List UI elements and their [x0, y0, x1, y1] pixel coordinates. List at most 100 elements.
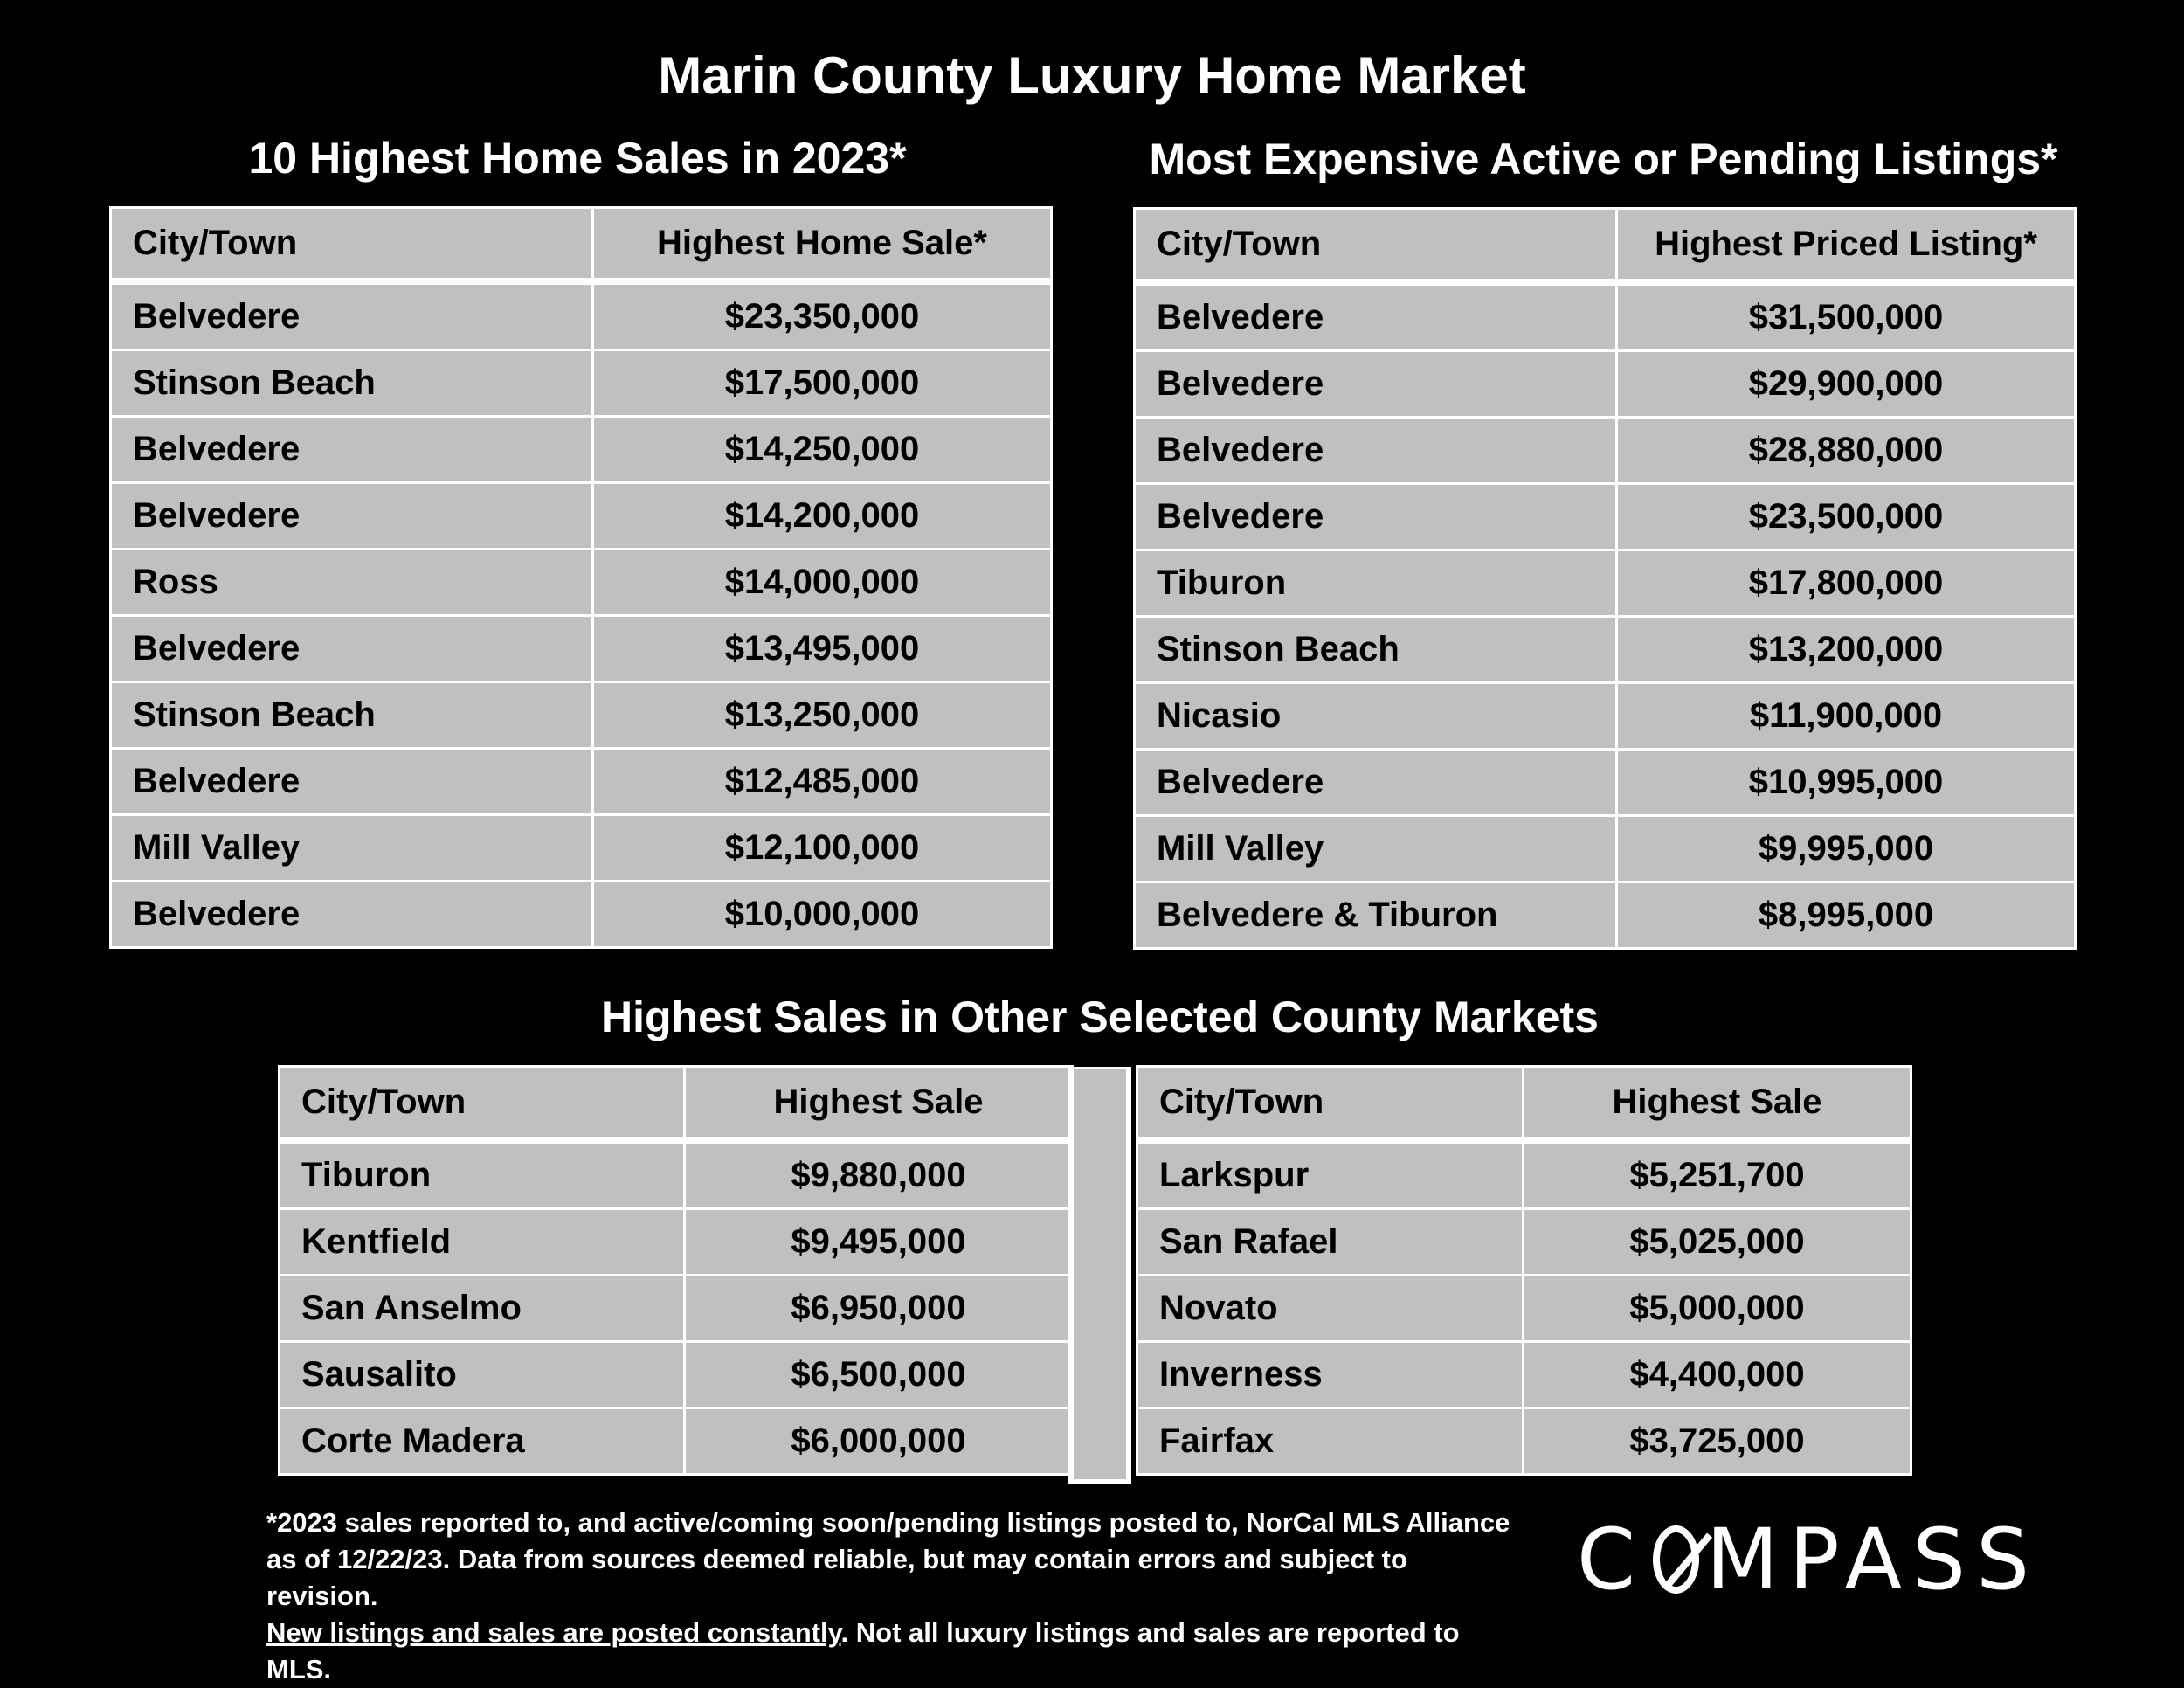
compass-o-icon — [1653, 1525, 1699, 1594]
city-cell: Belvedere — [109, 481, 594, 550]
table-row: Stinson Beach $13,200,000 — [1133, 615, 2077, 684]
table-row: Tiburon $17,800,000 — [1133, 549, 2077, 618]
table-header-row: City/Town Highest Priced Listing* — [1133, 207, 2077, 286]
table-row: Belvedere $28,880,000 — [1133, 416, 2077, 485]
value-cell: $10,000,000 — [591, 880, 1053, 949]
table-row: Belvedere $14,200,000 — [109, 481, 1053, 550]
value-cell: $23,500,000 — [1615, 482, 2077, 551]
table-row: San Anselmo $6,950,000 — [278, 1274, 1074, 1343]
city-cell: Novato — [1136, 1274, 1524, 1343]
city-cell: Tiburon — [278, 1138, 686, 1210]
value-cell: $4,400,000 — [1522, 1340, 1912, 1409]
value-cell: $14,200,000 — [591, 481, 1053, 550]
value-cell: $6,000,000 — [683, 1407, 1074, 1476]
city-cell: Nicasio — [1133, 681, 1618, 751]
value-cell: $14,250,000 — [591, 415, 1053, 484]
table-row: Belvedere $10,995,000 — [1133, 748, 2077, 817]
footnote: *2023 sales reported to, and active/comi… — [266, 1505, 1524, 1688]
sales-table: City/Town Highest Home Sale* Belvedere $2… — [109, 206, 1053, 949]
city-cell: Belvedere — [109, 614, 594, 683]
city-cell: Mill Valley — [109, 813, 594, 882]
value-cell: $13,250,000 — [591, 681, 1053, 750]
table-row: Belvedere $13,495,000 — [109, 614, 1053, 683]
city-cell: Belvedere & Tiburon — [1133, 881, 1618, 950]
city-cell: Tiburon — [1133, 549, 1618, 618]
city-cell: Ross — [109, 548, 594, 617]
table-header-row: City/Town Highest Sale — [1136, 1065, 1912, 1144]
city-cell: Stinson Beach — [109, 681, 594, 750]
value-cell: $17,800,000 — [1615, 549, 2077, 618]
table-row: Mill Valley $12,100,000 — [109, 813, 1053, 882]
table-row: Corte Madera $6,000,000 — [278, 1407, 1074, 1476]
other-right-table: City/Town Highest Sale Larkspur $5,251,70… — [1136, 1065, 1912, 1476]
table-header-row: City/Town Highest Home Sale* — [109, 206, 1053, 285]
table-row: Stinson Beach $13,250,000 — [109, 681, 1053, 750]
table-row: Belvedere $23,500,000 — [1133, 482, 2077, 551]
page-title: Marin County Luxury Home Market — [658, 46, 1526, 105]
value-cell: $23,350,000 — [591, 280, 1053, 351]
table-row: Belvedere $14,250,000 — [109, 415, 1053, 484]
table-row: Stinson Beach $17,500,000 — [109, 349, 1053, 418]
listings-heading: Most Expensive Active or Pending Listing… — [1149, 135, 2058, 183]
table-row: Belvedere $31,500,000 — [1133, 280, 2077, 352]
table-row: Belvedere & Tiburon $8,995,000 — [1133, 881, 2077, 950]
table-row: Ross $14,000,000 — [109, 548, 1053, 617]
city-cell: Fairfax — [1136, 1407, 1524, 1476]
value-cell: $5,000,000 — [1522, 1274, 1912, 1343]
sales-heading: 10 Highest Home Sales in 2023* — [248, 134, 907, 183]
city-cell: Belvedere — [109, 280, 594, 351]
city-cell: Belvedere — [1133, 280, 1618, 352]
value-cell: $31,500,000 — [1615, 280, 2077, 352]
value-cell: $13,495,000 — [591, 614, 1053, 683]
table-spacer — [1068, 1067, 1131, 1484]
city-cell: Inverness — [1136, 1340, 1524, 1409]
listings-table: City/Town Highest Priced Listing* Belved… — [1133, 207, 2077, 950]
table-row: Inverness $4,400,000 — [1136, 1340, 1912, 1409]
table-row: Belvedere $29,900,000 — [1133, 349, 2077, 419]
table-row: Tiburon $9,880,000 — [278, 1138, 1074, 1210]
value-cell: $9,995,000 — [1615, 814, 2077, 883]
table-header-row: City/Town Highest Sale — [278, 1065, 1074, 1144]
other-heading: Highest Sales in Other Selected County M… — [601, 993, 1599, 1041]
column-header-value: Highest Home Sale* — [591, 206, 1053, 285]
city-cell: San Anselmo — [278, 1274, 686, 1343]
table-row: Belvedere $23,350,000 — [109, 280, 1053, 351]
value-cell: $6,950,000 — [683, 1274, 1074, 1343]
table-row: Kentfield $9,495,000 — [278, 1207, 1074, 1276]
table-row: Larkspur $5,251,700 — [1136, 1138, 1912, 1210]
value-cell: $9,495,000 — [683, 1207, 1074, 1276]
city-cell: Belvedere — [109, 747, 594, 816]
table-row: San Rafael $5,025,000 — [1136, 1207, 1912, 1276]
compass-logo: C MPASS — [1577, 1511, 2040, 1608]
city-cell: Stinson Beach — [109, 349, 594, 418]
table-row: Belvedere $10,000,000 — [109, 880, 1053, 949]
city-cell: Sausalito — [278, 1340, 686, 1409]
table-row: Mill Valley $9,995,000 — [1133, 814, 2077, 883]
value-cell: $5,251,700 — [1522, 1138, 1912, 1210]
value-cell: $14,000,000 — [591, 548, 1053, 617]
column-header-city: City/Town — [1133, 207, 1618, 286]
footnote-underlined: New listings and sales are posted consta… — [266, 1617, 841, 1648]
value-cell: $11,900,000 — [1615, 681, 2077, 751]
value-cell: $8,995,000 — [1615, 881, 2077, 950]
city-cell: Belvedere — [1133, 748, 1618, 817]
value-cell: $13,200,000 — [1615, 615, 2077, 684]
city-cell: Belvedere — [109, 415, 594, 484]
footnote-line: New listings and sales are posted consta… — [266, 1615, 1524, 1688]
value-cell: $10,995,000 — [1615, 748, 2077, 817]
city-cell: Mill Valley — [1133, 814, 1618, 883]
city-cell: San Rafael — [1136, 1207, 1524, 1276]
city-cell: Belvedere — [1133, 349, 1618, 419]
column-header-value: Highest Sale — [1522, 1065, 1912, 1144]
value-cell: $29,900,000 — [1615, 349, 2077, 419]
city-cell: Kentfield — [278, 1207, 686, 1276]
footnote-line: as of 12/22/23. Data from sources deemed… — [266, 1544, 1407, 1611]
table-row: Novato $5,000,000 — [1136, 1274, 1912, 1343]
column-header-city: City/Town — [1136, 1065, 1524, 1144]
column-header-city: City/Town — [278, 1065, 686, 1144]
footnote-line: *2023 sales reported to, and active/comi… — [266, 1507, 1510, 1538]
value-cell: $12,100,000 — [591, 813, 1053, 882]
value-cell: $28,880,000 — [1615, 416, 2077, 485]
value-cell: $3,725,000 — [1522, 1407, 1912, 1476]
column-header-city: City/Town — [109, 206, 594, 285]
